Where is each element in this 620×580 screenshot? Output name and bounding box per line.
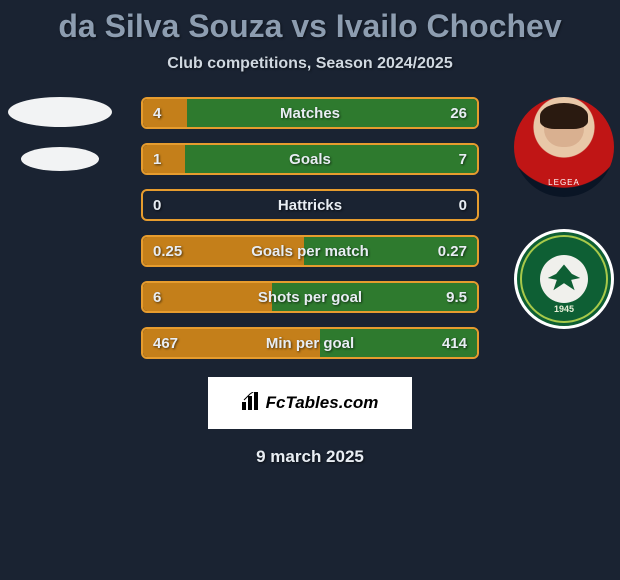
stat-label: Goals per match [251,243,369,260]
player-right-column: LEGEA 1945 [514,97,614,329]
stat-right-value: 414 [442,335,467,352]
stat-left-value: 0 [153,197,161,214]
stat-right-value: 9.5 [446,289,467,306]
stat-label: Matches [280,105,340,122]
stat-bar: 0 Hattricks 0 [141,189,479,221]
stat-label: Min per goal [266,335,354,352]
stat-fill-left [143,99,187,127]
stat-bar: 1 Goals 7 [141,143,479,175]
stat-right-value: 26 [450,105,467,122]
snapshot-date: 9 march 2025 [256,447,364,467]
club-placeholder-icon [21,147,99,171]
stat-label: Shots per goal [258,289,362,306]
stat-bar: 4 Matches 26 [141,97,479,129]
stat-right-value: 7 [459,151,467,168]
stat-left-value: 6 [153,289,161,306]
player-left-avatar [8,97,112,201]
stat-right-value: 0 [459,197,467,214]
stat-bar: 0.25 Goals per match 0.27 [141,235,479,267]
club-right-crest: 1945 [514,229,614,329]
stats-section: LEGEA 1945 4Matches261Goals70Hattricks00… [0,97,620,359]
stat-label: Hattricks [278,197,342,214]
stat-left-value: 0.25 [153,243,182,260]
stat-fill-left [143,283,272,311]
bar-chart-icon [242,392,262,415]
stat-bar: 467 Min per goal 414 [141,327,479,359]
stat-left-value: 4 [153,105,161,122]
stat-left-value: 1 [153,151,161,168]
stat-bar: 6 Shots per goal 9.5 [141,281,479,313]
stat-label: Goals [289,151,331,168]
stat-right-value: 0.27 [438,243,467,260]
stat-fill-left [143,145,185,173]
stat-left-value: 467 [153,335,178,352]
jersey-brand-label: LEGEA [548,178,580,187]
comparison-title: da Silva Souza vs Ivailo Chochev [58,8,561,45]
attribution-badge: FcTables.com [208,377,412,429]
crest-year-label: 1945 [554,304,574,314]
eagle-icon [540,255,588,303]
comparison-subtitle: Club competitions, Season 2024/2025 [167,55,452,73]
player-right-photo: LEGEA [514,97,614,197]
avatar-placeholder-icon [8,97,112,127]
attribution-text: FcTables.com [266,393,379,413]
